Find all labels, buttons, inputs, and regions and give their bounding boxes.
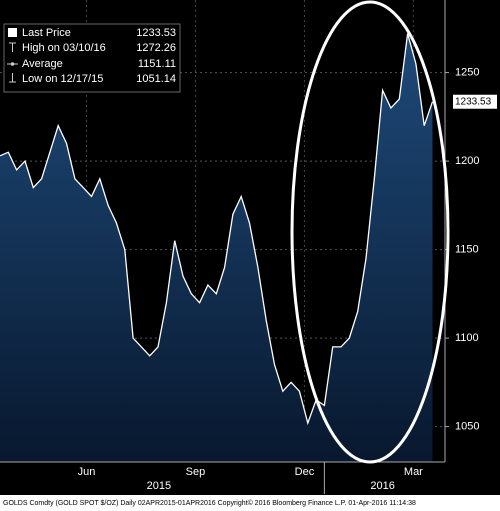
legend-label: Low on 12/17/15: [22, 73, 103, 85]
x-tick-label: Jun: [78, 466, 96, 478]
year-label: 2016: [370, 480, 394, 492]
legend-icon: [10, 62, 15, 66]
legend: Last Price 1233.53 High on 03/10/16 1272…: [3, 23, 181, 93]
legend-icon: [9, 73, 16, 83]
y-tick-label: 1150: [455, 243, 479, 255]
legend-label: Average: [22, 58, 63, 70]
x-tick-label: Mar: [404, 466, 423, 478]
footer-bar: [0, 495, 500, 511]
last-price-label: 1233.53: [455, 96, 492, 107]
highlight-ellipse: [290, 0, 450, 464]
footer: GOLDS Comdty (GOLD SPOT $/OZ) Daily 02AP…: [3, 499, 416, 507]
legend-icon: [8, 28, 17, 37]
legend-value: 1272.26: [136, 42, 176, 54]
y-tick-label: 1250: [455, 66, 479, 78]
year-label: 2015: [147, 480, 171, 492]
y-tick-label: 1100: [455, 332, 479, 344]
legend-icon: [9, 42, 16, 52]
legend-value: 1233.53: [136, 27, 176, 39]
price-line: [0, 33, 434, 426]
x-tick-label: Sep: [186, 466, 206, 478]
plot-area: 1050 1100 1150 1200 1250 Jun Sep Dec Mar 2015 2016: [0, 0, 479, 494]
legend-box: [3, 23, 181, 93]
legend-value: 1051.14: [136, 73, 176, 85]
area-fill: [0, 33, 433, 462]
x-tick-label: Dec: [295, 466, 315, 478]
legend-value: 1151.11: [138, 58, 176, 70]
y-tick-label: 1200: [455, 155, 479, 167]
last-price-tag: [453, 94, 497, 109]
legend-label: High on 03/10/16: [22, 42, 106, 54]
legend-label: Last Price: [22, 27, 71, 39]
y-tick-label: 1050: [455, 421, 479, 433]
